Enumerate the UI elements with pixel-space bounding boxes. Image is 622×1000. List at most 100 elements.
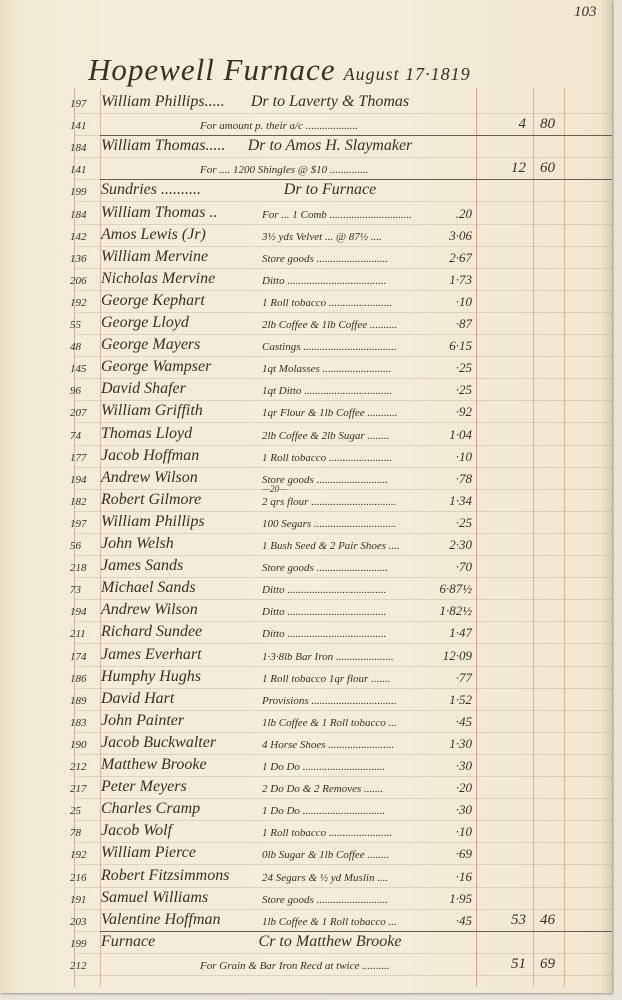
ruled-line bbox=[75, 311, 612, 313]
ledger-row: 192 William Pierce 0lb Sugar & 1lb Coffee … bbox=[0, 843, 612, 865]
item-description: 1 Roll tobacco ....................... bbox=[262, 827, 393, 840]
ruled-line bbox=[75, 400, 612, 402]
item-description: For amount p. their a/c ................… bbox=[200, 120, 358, 133]
ledger-row: 56 John Welsh 1 Bush Seed & 2 Pair Shoes .… bbox=[0, 534, 612, 556]
entry-folio: 199 bbox=[70, 937, 87, 950]
ruled-line bbox=[75, 665, 612, 667]
margin-line bbox=[100, 88, 101, 987]
ledger-row: 73 Michael Sands Ditto ...................… bbox=[0, 578, 612, 600]
entry-folio: 74 bbox=[70, 429, 81, 442]
ledger-row: 199 Furnace Cr to Matthew Brooke bbox=[0, 932, 612, 954]
entry-folio: 207 bbox=[70, 407, 87, 420]
item-amount: ·16 bbox=[455, 868, 472, 884]
account-name: William Phillips bbox=[101, 512, 205, 530]
debit-credit-heading: Cr to Matthew Brooke bbox=[258, 932, 402, 950]
item-description: 100 Segars .............................… bbox=[262, 517, 397, 530]
account-name: John Welsh bbox=[101, 535, 174, 552]
entry-folio: 189 bbox=[70, 694, 87, 707]
entry-folio: 216 bbox=[70, 871, 87, 884]
account-name: George Lloyd bbox=[101, 314, 189, 331]
entry-folio: 174 bbox=[70, 650, 87, 663]
ruled-line bbox=[75, 157, 612, 159]
entry-folio: 197 bbox=[70, 517, 87, 530]
ledger-page: 103 Hopewell Furnace August 17·1819 —20— … bbox=[0, 0, 612, 993]
entry-folio: 211 bbox=[70, 628, 86, 641]
entry-folio: 218 bbox=[70, 562, 87, 575]
entry-folio: 177 bbox=[70, 451, 87, 464]
entry-folio: 191 bbox=[70, 893, 87, 906]
ruled-line bbox=[75, 223, 612, 225]
entry-folio: 142 bbox=[70, 230, 87, 243]
item-description: 1·3·8lb Bar Iron ..................... bbox=[262, 650, 394, 663]
entry-folio: 186 bbox=[70, 672, 87, 685]
account-name: William Pierce bbox=[101, 844, 196, 862]
ledger-row: 183 John Painter 1lb Coffee & 1 Roll tobac… bbox=[0, 711, 612, 733]
total-rule bbox=[100, 930, 612, 932]
ruled-line bbox=[75, 776, 612, 777]
ruled-line bbox=[75, 532, 612, 534]
ruled-line bbox=[75, 245, 612, 247]
ledger-row: 190 Jacob Buckwalter 4 Horse Shoes .......… bbox=[0, 733, 612, 755]
total-rule bbox=[100, 135, 612, 137]
entry-folio: 182 bbox=[70, 495, 87, 508]
account-name: Robert Gilmore bbox=[101, 490, 202, 508]
ledger-row: 199 Sundries .......... Dr to Furnace bbox=[0, 180, 612, 202]
item-description: 1qr Flour & 1lb Coffee ........... bbox=[262, 407, 398, 420]
ruled-line bbox=[75, 974, 612, 976]
item-amount: 1·30 bbox=[449, 735, 472, 751]
entry-folio: 194 bbox=[70, 606, 87, 619]
ledger-row: 182 Robert Gilmore 2 qrs flour ...........… bbox=[0, 490, 612, 512]
entry-folio: 194 bbox=[70, 473, 87, 486]
entry-folio: 203 bbox=[70, 915, 87, 928]
entry-folio: 192 bbox=[70, 849, 87, 862]
entry-folio: 192 bbox=[70, 296, 87, 309]
ruled-line bbox=[75, 289, 612, 291]
account-name: Charles Cramp bbox=[101, 800, 201, 818]
ruled-line bbox=[75, 488, 612, 490]
item-description: Ditto ..................................… bbox=[262, 584, 387, 597]
item-description: Provisions .............................… bbox=[262, 694, 397, 707]
ledger-row: 177 Jacob Hoffman 1 Roll tobacco .........… bbox=[0, 446, 612, 468]
entry-folio: 206 bbox=[70, 274, 87, 287]
item-description: 2lb Coffee & 2lb Sugar ........ bbox=[262, 429, 390, 442]
ledger-row: 184 William Thomas .. For ... 1 Comb .....… bbox=[0, 203, 612, 225]
ruled-line bbox=[75, 466, 612, 468]
item-amount: ·45 bbox=[455, 912, 472, 928]
ledger-row: 192 George Kephart 1 Roll tobacco ........… bbox=[0, 291, 612, 313]
ledger-row: 203 Valentine Hoffman 1lb Coffee & 1 Roll … bbox=[0, 910, 612, 932]
account-name: William Thomas..... bbox=[101, 137, 226, 155]
item-description: Store goods .......................... bbox=[262, 252, 389, 265]
entry-folio: 184 bbox=[70, 208, 87, 221]
total-rule bbox=[100, 179, 612, 181]
item-amount: 1·82½ bbox=[439, 603, 473, 619]
entry-folio: 212 bbox=[70, 959, 87, 972]
item-description: Store goods .......................... bbox=[262, 893, 389, 906]
ledger-row: 142 Amos Lewis (Jr) 3½ yds Velvet ... @ 87… bbox=[0, 225, 612, 247]
ledger-row: 141 For amount p. their a/c .............… bbox=[0, 114, 612, 136]
entry-folio: 183 bbox=[70, 716, 87, 729]
item-amount: ·10 bbox=[455, 293, 472, 309]
item-amount: ·77 bbox=[455, 669, 472, 685]
item-description: 24 Segars & ½ yd Muslin .... bbox=[262, 871, 389, 884]
entry-folio: 25 bbox=[70, 805, 81, 818]
account-name: Andrew Wilson bbox=[101, 468, 198, 486]
account-name: George Wampser bbox=[101, 358, 212, 376]
ledger-row: 197 William Phillips..... Dr to Laverty & … bbox=[0, 92, 612, 114]
item-description: 2 Do Do & 2 Removes ....... bbox=[262, 783, 384, 796]
item-amount: ·87 bbox=[455, 316, 472, 331]
item-amount: 1·95 bbox=[449, 890, 472, 906]
total-dollars: 51 bbox=[511, 955, 526, 972]
ruled-line bbox=[75, 643, 612, 645]
margin-line bbox=[74, 88, 75, 987]
account-name: Peter Meyers bbox=[101, 778, 187, 796]
ruled-line bbox=[75, 886, 612, 888]
account-name: Furnace bbox=[101, 932, 156, 950]
item-amount: ·25 bbox=[455, 382, 472, 398]
entry-folio: 197 bbox=[70, 98, 87, 110]
ledger-row: 74 Thomas Lloyd 2lb Coffee & 2lb Sugar ...… bbox=[0, 424, 612, 446]
entry-folio: 141 bbox=[70, 120, 87, 133]
account-name: Humphy Hughs bbox=[101, 667, 201, 685]
ledger-row: 211 Richard Sundee Ditto .................… bbox=[0, 622, 612, 644]
ledger-row: 186 Humphy Hughs 1 Roll tobacco 1qr flour … bbox=[0, 667, 612, 689]
item-amount: ·10 bbox=[455, 448, 472, 464]
